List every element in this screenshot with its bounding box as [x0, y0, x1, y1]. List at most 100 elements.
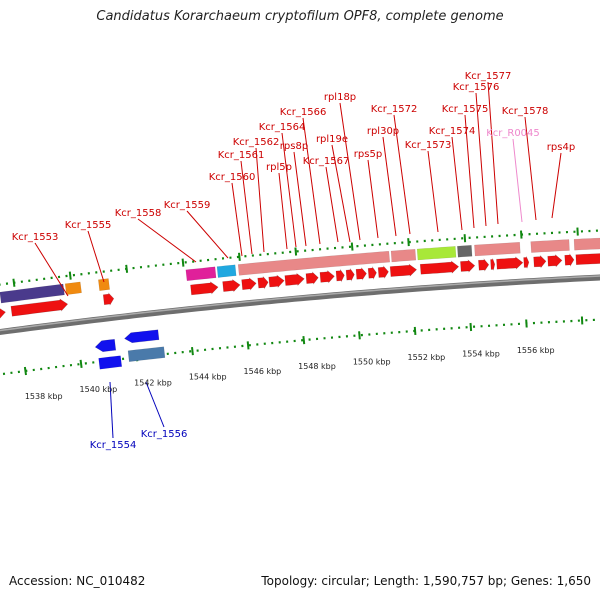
label-leader-line — [487, 81, 499, 225]
genome-backbone-highlight — [0, 275, 600, 332]
gene-label: Kcr_1574 — [429, 126, 476, 137]
gene-label: rpl18p — [324, 92, 356, 103]
label-leader-line — [87, 230, 105, 283]
major-tick — [12, 278, 16, 287]
leader-line-layer — [34, 81, 562, 439]
label-leader-line — [109, 381, 114, 439]
forward-gene-arrow — [547, 254, 563, 268]
gene-label: Kcr_1577 — [465, 71, 512, 82]
gene-label: rps4p — [547, 142, 575, 153]
feature-box — [457, 244, 473, 258]
feature-box — [390, 248, 417, 263]
label-leader-line — [281, 132, 297, 248]
forward-gene-arrow — [10, 298, 69, 317]
label-leader-line — [293, 151, 307, 247]
major-tick — [79, 359, 83, 369]
feature-box — [216, 264, 237, 278]
feature-box — [98, 278, 110, 291]
feature-box — [64, 281, 82, 295]
kbp-scale-label: 1542 kbp — [134, 379, 172, 388]
forward-gene-arrow — [355, 267, 367, 281]
major-tick — [520, 230, 523, 239]
kbp-scale-label: 1546 kbp — [244, 367, 282, 376]
feature-box — [185, 266, 217, 282]
forward-gene-arrow — [345, 267, 355, 282]
major-tick — [68, 271, 72, 280]
forward-gene-arrow — [257, 275, 269, 290]
label-leader-line — [367, 159, 379, 239]
gene-label: Kcr_1562 — [233, 137, 280, 148]
label-leader-line — [186, 210, 229, 259]
forward-gene-arrow — [377, 265, 389, 280]
label-leader-line — [325, 166, 339, 243]
label-leader-line — [339, 102, 361, 241]
kbp-scale-label: 1540 kbp — [80, 385, 118, 394]
forward-gene-arrow — [460, 259, 476, 273]
gene-label: Kcr_1564 — [259, 122, 306, 133]
map-title: Candidatus Korarchaeum cryptofilum OPF8,… — [96, 9, 504, 24]
major-tick — [350, 242, 354, 251]
forward-gene-arrow — [419, 260, 460, 275]
major-tick — [23, 366, 27, 376]
forward-gene-arrow — [533, 254, 547, 269]
label-leader-line — [231, 182, 243, 257]
reverse-gene-arrow — [123, 329, 160, 344]
reverse-tick-track — [0, 318, 600, 376]
forward-gene-arrow — [190, 281, 219, 296]
genome-backbone — [0, 274, 600, 336]
reverse-gene-arrow — [94, 338, 117, 353]
gene-label: Kcr_1566 — [280, 107, 327, 118]
gene-label: Kcr_1558 — [115, 208, 162, 219]
feature-box — [237, 250, 391, 276]
major-tick — [238, 252, 241, 261]
gene-label: Kcr_1578 — [502, 106, 549, 117]
major-tick — [125, 264, 129, 273]
reverse-gene-box — [98, 355, 123, 370]
major-tick — [358, 331, 361, 340]
forward-tick-track — [0, 229, 600, 286]
forward-gene-arrow — [319, 270, 335, 284]
forward-gene-arrow — [335, 268, 345, 283]
kbp-scale-label: 1544 kbp — [189, 373, 227, 382]
gene-label: rpl5p — [266, 162, 292, 173]
label-leader-line — [551, 152, 562, 219]
label-leader-line — [451, 136, 463, 231]
forward-gene-arrow — [268, 274, 285, 288]
label-leader-line — [331, 144, 351, 243]
forward-gene-arrow — [0, 308, 6, 319]
backbone-layer — [0, 274, 600, 336]
label-leader-line — [382, 136, 397, 237]
major-tick — [181, 258, 185, 267]
forward-gene-arrow — [284, 272, 305, 287]
major-tick — [407, 238, 410, 247]
label-leader-line — [393, 114, 411, 235]
label-leader-line — [475, 92, 487, 227]
gene-label: Kcr_1559 — [164, 200, 211, 211]
label-layer: 1538 kbp 1540 kbp 1542 kbp 1544 kbp 1546 kbp… — [12, 71, 576, 451]
gene-label: rpl19e — [316, 134, 348, 145]
kbp-scale-label: 1552 kbp — [408, 353, 446, 362]
forward-gene-arrow — [575, 253, 600, 266]
tick-layer — [0, 227, 600, 376]
label-leader-line — [524, 116, 537, 221]
gene-label: Kcr_1553 — [12, 232, 59, 243]
gene-label: rpl30p — [367, 126, 399, 137]
gene-label: Kcr_1556 — [141, 429, 188, 440]
label-leader-line — [255, 147, 265, 253]
label-leader-line — [427, 150, 439, 233]
label-leader-line — [512, 138, 523, 223]
feature-box — [573, 237, 600, 251]
feature-layer — [0, 237, 600, 370]
kbp-scale-label: 1556 kbp — [517, 346, 555, 355]
gene-label: Kcr_1554 — [90, 440, 137, 451]
forward-gene-arrow — [478, 258, 490, 272]
genome-summary-text: Topology: circular; Length: 1,590,757 bp… — [261, 574, 591, 588]
feature-box — [0, 283, 65, 304]
label-leader-line — [137, 218, 197, 263]
major-tick — [413, 326, 417, 335]
forward-gene-arrow — [222, 278, 241, 293]
label-leader-line — [34, 242, 69, 297]
gene-label: rps5p — [354, 149, 382, 160]
forward-gene-arrow — [241, 277, 257, 291]
gene-label: Kcr_R0045 — [486, 128, 540, 139]
